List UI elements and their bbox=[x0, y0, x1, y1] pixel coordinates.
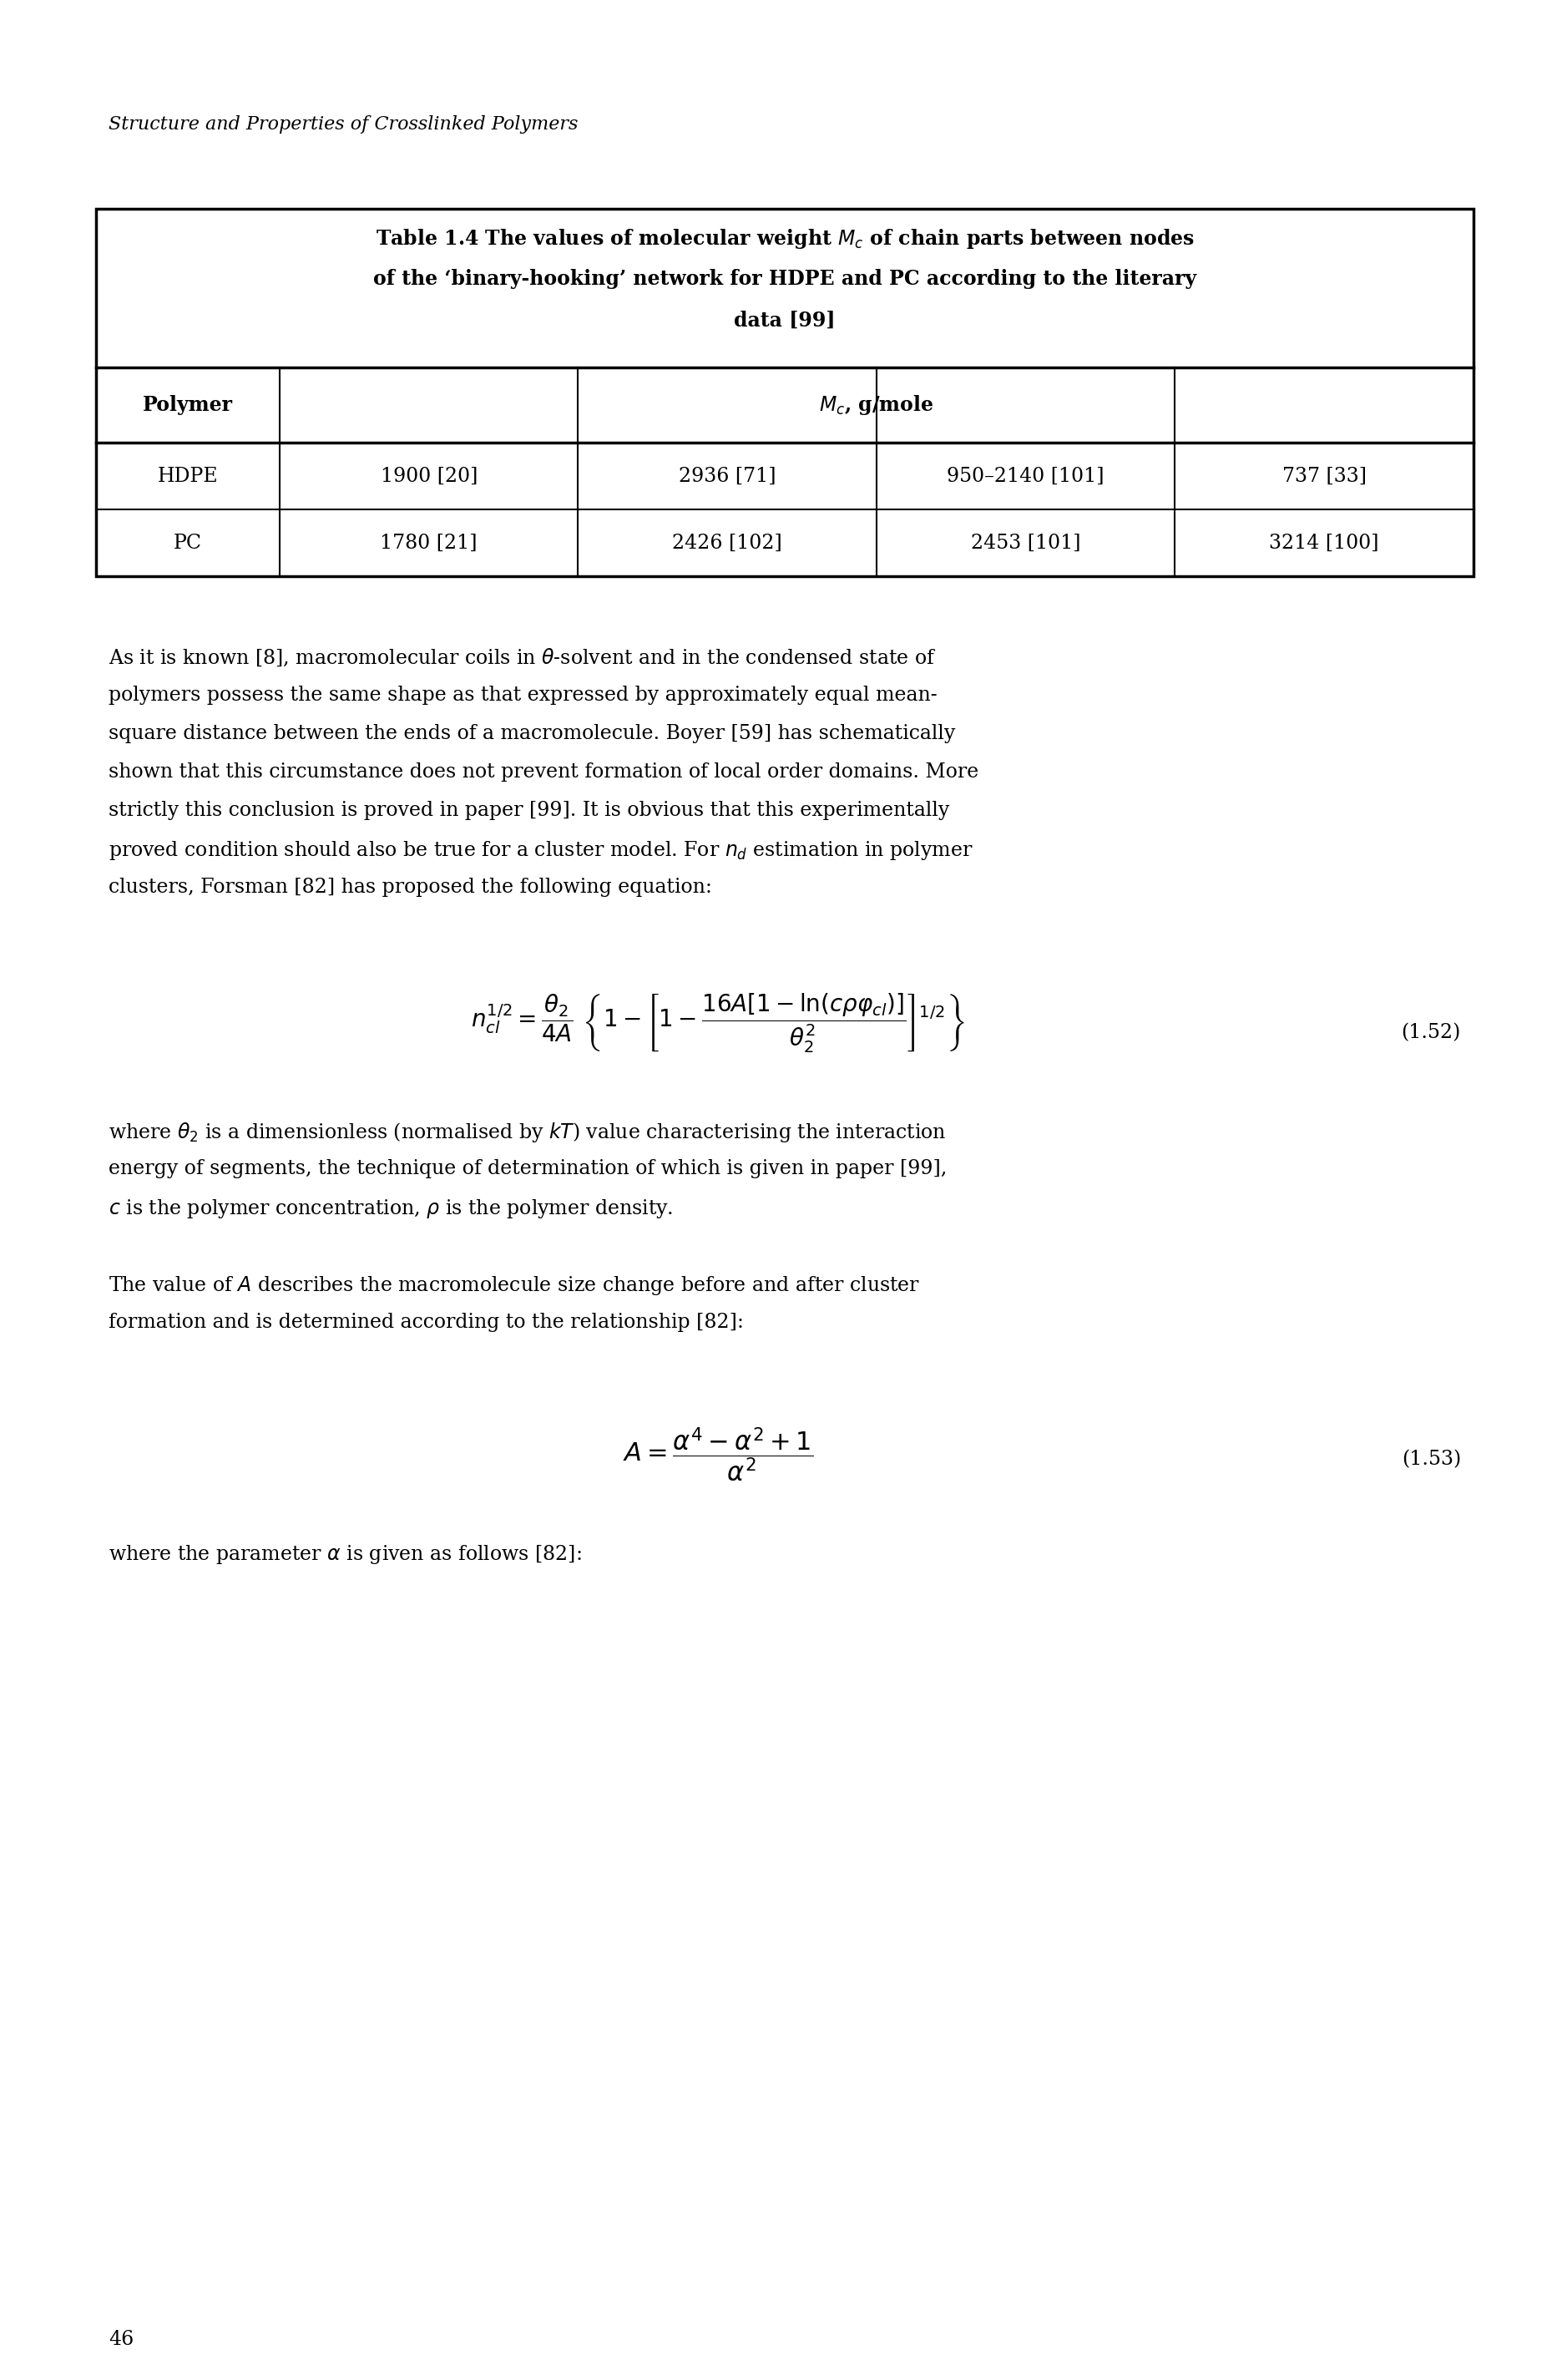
Text: data [99]: data [99] bbox=[733, 312, 835, 331]
Text: 950–2140 [101]: 950–2140 [101] bbox=[946, 466, 1105, 486]
Text: shown that this circumstance does not prevent formation of local order domains. : shown that this circumstance does not pr… bbox=[108, 762, 979, 781]
Text: PC: PC bbox=[174, 533, 202, 552]
Text: 1900 [20]: 1900 [20] bbox=[381, 466, 478, 486]
Text: energy of segments, the technique of determination of which is given in paper [9: energy of segments, the technique of det… bbox=[108, 1159, 946, 1178]
Bar bbox=[96, 209, 1473, 576]
Text: strictly this conclusion is proved in paper [99]. It is obvious that this experi: strictly this conclusion is proved in pa… bbox=[108, 800, 950, 821]
Text: Structure and Properties of Crosslinked Polymers: Structure and Properties of Crosslinked … bbox=[108, 114, 578, 133]
Text: 2426 [102]: 2426 [102] bbox=[672, 533, 782, 552]
Text: The value of $A$ describes the macromolecule size change before and after cluste: The value of $A$ describes the macromole… bbox=[108, 1273, 920, 1297]
Text: 1780 [21]: 1780 [21] bbox=[381, 533, 478, 552]
Text: $A = \dfrac{\alpha^4 - \alpha^2 + 1}{\alpha^2}$: $A = \dfrac{\alpha^4 - \alpha^2 + 1}{\al… bbox=[622, 1426, 813, 1485]
Text: $c$ is the polymer concentration, $\rho$ is the polymer density.: $c$ is the polymer concentration, $\rho$… bbox=[108, 1197, 674, 1221]
Text: Polymer: Polymer bbox=[143, 395, 233, 414]
Text: (1.52): (1.52) bbox=[1401, 1023, 1460, 1042]
Text: where $\theta_2$ is a dimensionless (normalised by $kT$) value characterising th: where $\theta_2$ is a dimensionless (nor… bbox=[108, 1121, 946, 1145]
Text: Table 1.4 The values of molecular weight $M_c$ of chain parts between nodes: Table 1.4 The values of molecular weight… bbox=[375, 226, 1194, 250]
Text: $M_c$, g/mole: $M_c$, g/mole bbox=[820, 393, 934, 416]
Text: As it is known [8], macromolecular coils in $\theta$-solvent and in the condense: As it is known [8], macromolecular coils… bbox=[108, 647, 937, 669]
Text: $n_{cl}^{1/2} = \dfrac{\theta_2}{4A}\ \left\{1 - \left[1 - \dfrac{16A\left[1 - \: $n_{cl}^{1/2} = \dfrac{\theta_2}{4A}\ \l… bbox=[472, 990, 965, 1054]
Text: HDPE: HDPE bbox=[158, 466, 218, 486]
Text: where the parameter $\alpha$ is given as follows [82]:: where the parameter $\alpha$ is given as… bbox=[108, 1542, 581, 1566]
Text: proved condition should also be true for a cluster model. For $n_d$ estimation i: proved condition should also be true for… bbox=[108, 840, 973, 862]
Text: 737 [33]: 737 [33] bbox=[1282, 466, 1366, 486]
Text: square distance between the ends of a macromolecule. Boyer [59] has schematicall: square distance between the ends of a ma… bbox=[108, 724, 956, 743]
Text: of the ‘binary-hooking’ network for HDPE and PC according to the literary: of the ‘binary-hooking’ network for HDPE… bbox=[373, 269, 1196, 288]
Text: 46: 46 bbox=[108, 2330, 133, 2349]
Text: polymers possess the same shape as that expressed by approximately equal mean-: polymers possess the same shape as that … bbox=[108, 685, 937, 704]
Text: 3214 [100]: 3214 [100] bbox=[1269, 533, 1379, 552]
Text: clusters, Forsman [82] has proposed the following equation:: clusters, Forsman [82] has proposed the … bbox=[108, 878, 711, 897]
Text: 2453 [101]: 2453 [101] bbox=[972, 533, 1081, 552]
Text: formation and is determined according to the relationship [82]:: formation and is determined according to… bbox=[108, 1314, 744, 1333]
Text: (1.53): (1.53) bbox=[1401, 1449, 1460, 1468]
Text: 2936 [71]: 2936 [71] bbox=[679, 466, 776, 486]
